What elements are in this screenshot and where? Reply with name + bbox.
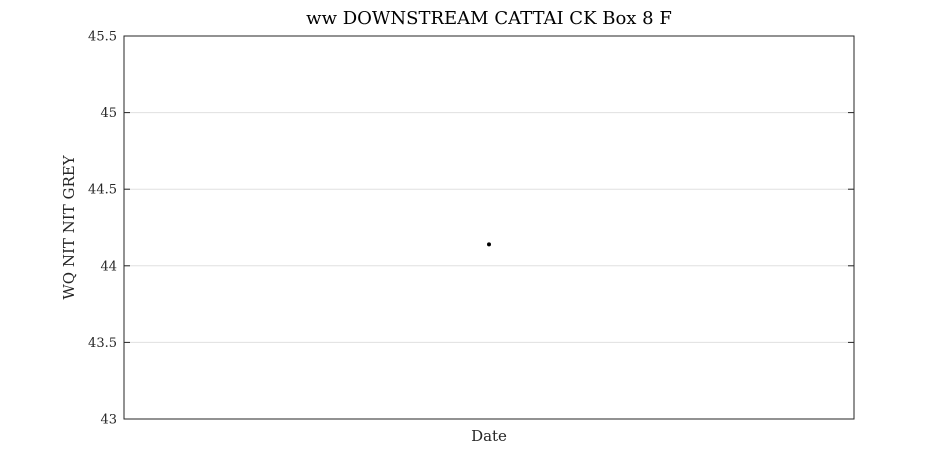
y-tick-label: 43	[100, 413, 117, 428]
plot-frame	[123, 35, 855, 420]
gridlines	[124, 112, 854, 343]
chart-title: ww DOWNSTREAM CATTAI CK Box 8 F	[306, 8, 672, 29]
plot-area	[124, 36, 854, 419]
data-points	[487, 242, 491, 247]
y-axis-label: WQ NIT NIT GREY	[60, 154, 78, 299]
y-tick-label: 45.5	[88, 30, 117, 45]
data-point	[487, 242, 491, 247]
y-tick-label: 44	[100, 259, 117, 274]
y-tick-label: 43.5	[88, 336, 117, 351]
y-tick-label: 45	[100, 106, 117, 121]
y-tick-label: 44.5	[88, 183, 117, 198]
y-axis: 43 43.5 44 44.5 45 45.5	[88, 30, 854, 428]
x-axis-label: Date	[471, 427, 507, 445]
